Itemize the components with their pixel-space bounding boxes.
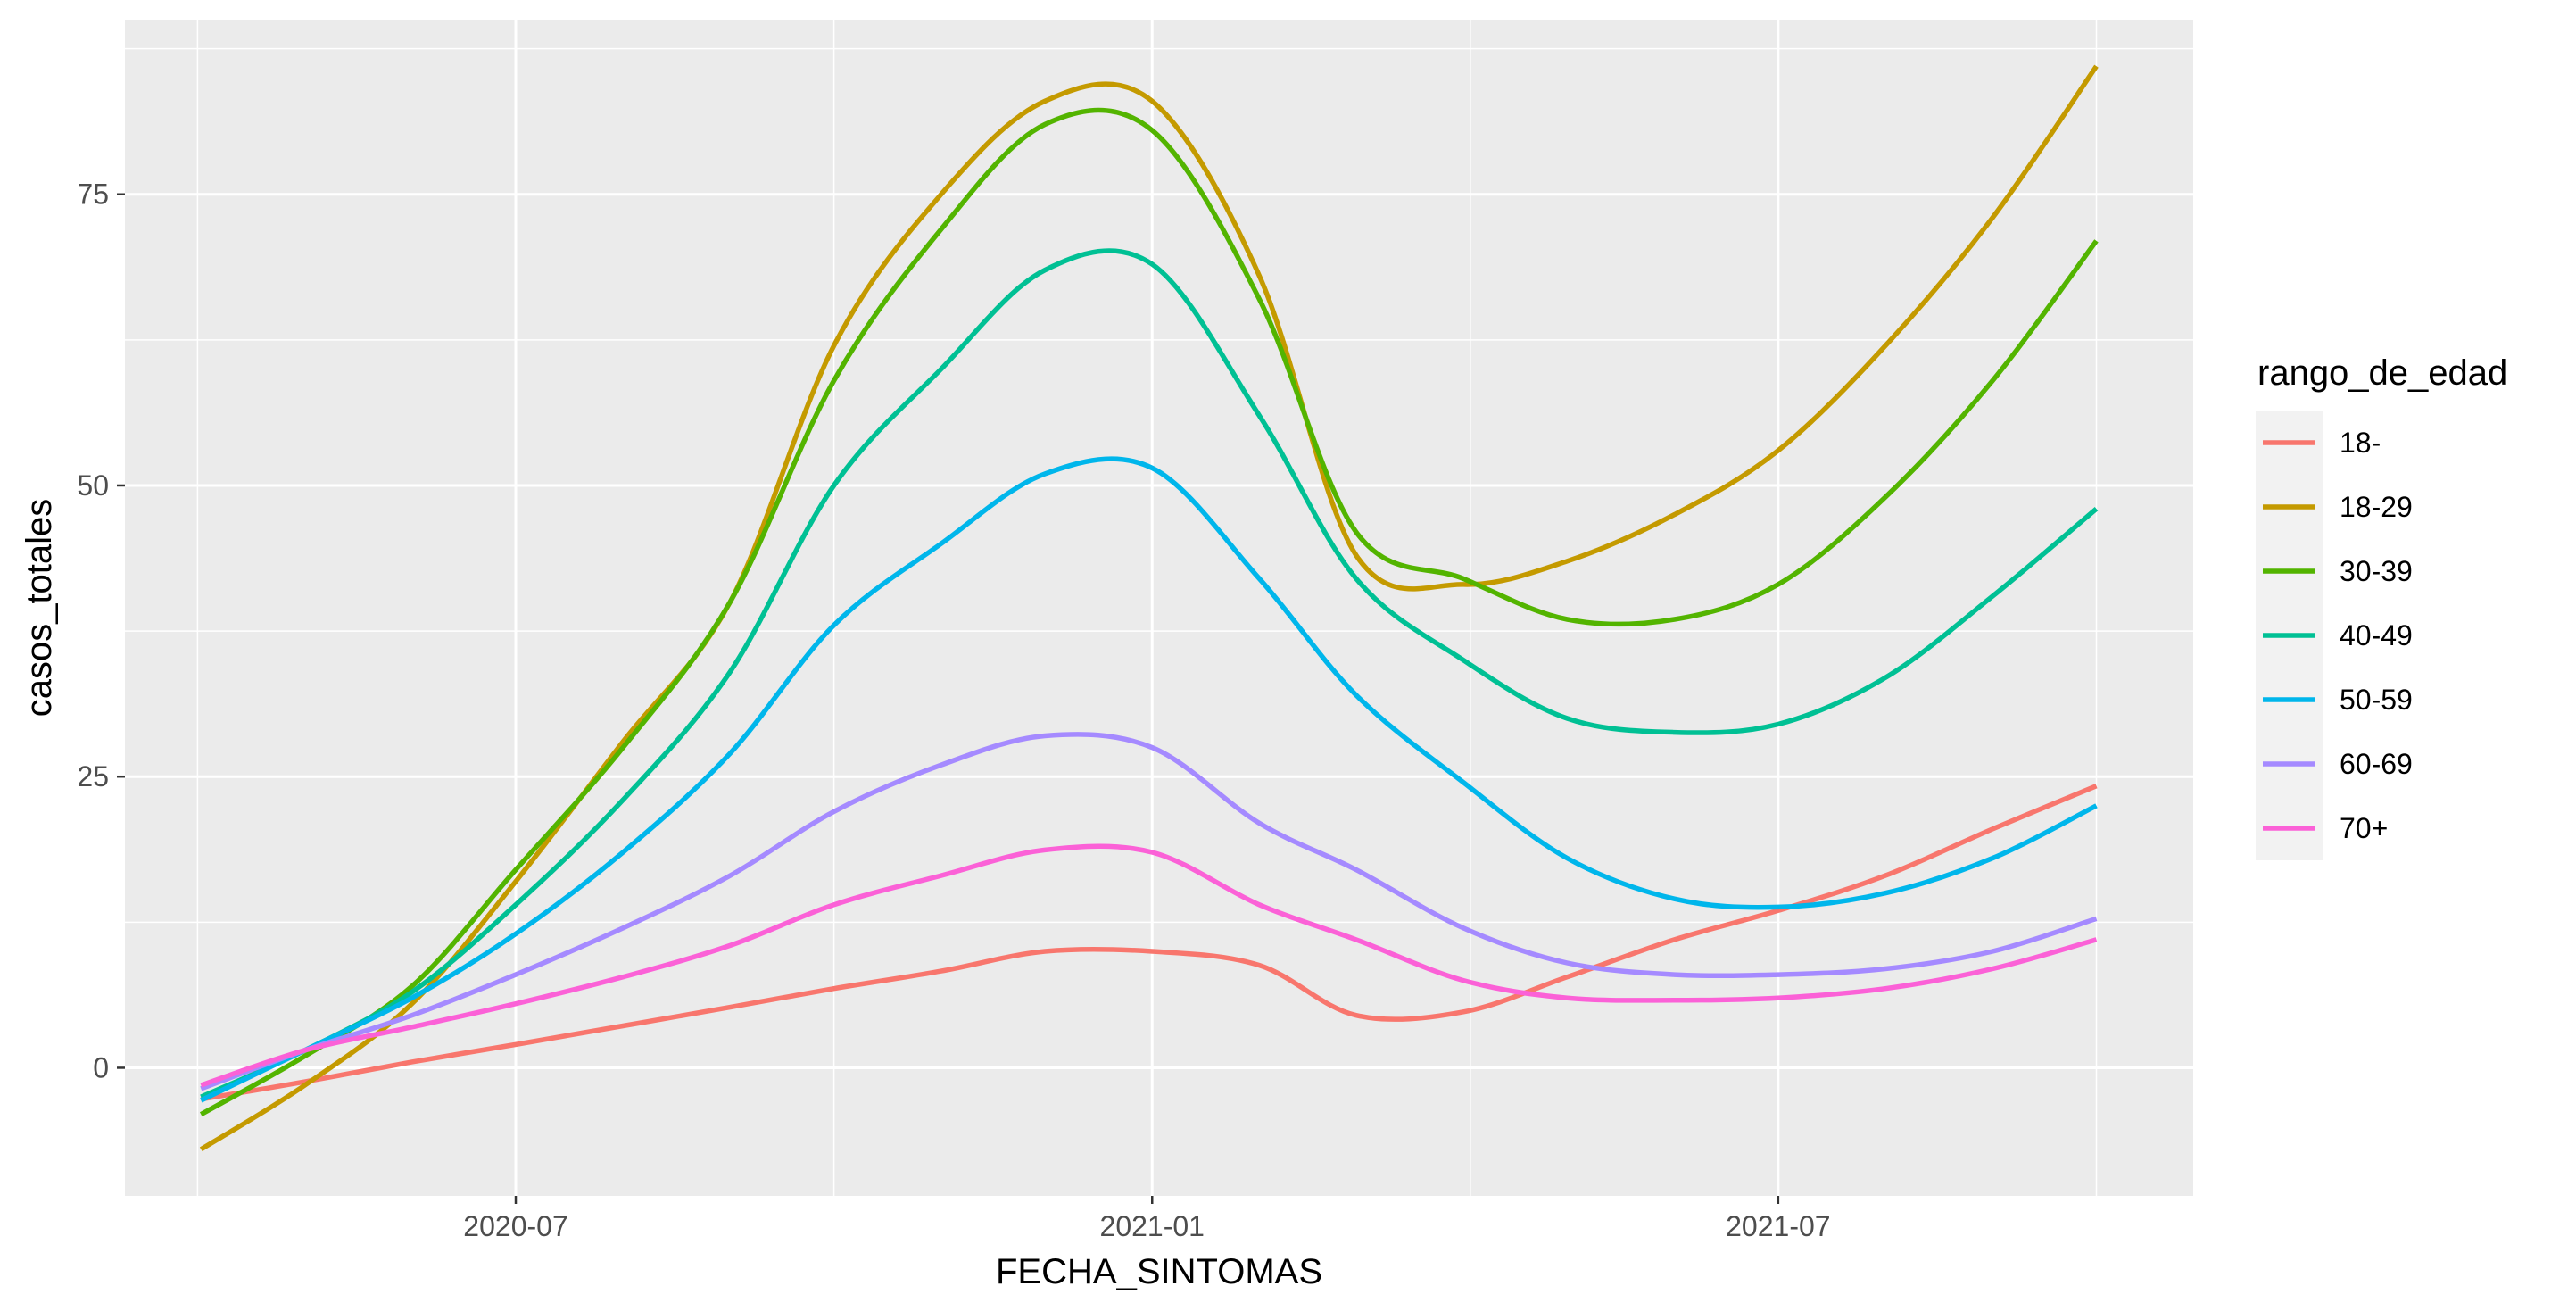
series-line-40-49 xyxy=(200,248,2099,1099)
series-line-70+ xyxy=(200,843,2098,1088)
series-line-60-69 xyxy=(200,732,2098,1091)
series-line-50-59 xyxy=(200,456,2098,1103)
series-lines xyxy=(199,64,2099,1152)
x-axis-title: FECHA_SINTOMAS xyxy=(996,1252,1322,1291)
legend-label: 50-59 xyxy=(2340,684,2413,716)
y-axis-title: casos_totales xyxy=(20,499,59,718)
y-tick-label: 50 xyxy=(77,469,109,502)
y-axis: 0 25 50 75 xyxy=(77,178,125,1083)
legend-label: 40-49 xyxy=(2340,619,2413,651)
y-tick-label: 25 xyxy=(77,760,109,792)
x-tick-label: 2021-07 xyxy=(1726,1210,1830,1242)
grid-major xyxy=(125,20,2193,1196)
legend-label: 18-29 xyxy=(2340,491,2413,523)
y-tick-label: 75 xyxy=(77,178,109,211)
series-line-30-39 xyxy=(199,107,2099,1117)
legend-label: 30-39 xyxy=(2340,555,2413,587)
x-tick-label: 2020-07 xyxy=(463,1210,567,1242)
y-tick-label: 0 xyxy=(93,1051,109,1083)
series-line-18- xyxy=(200,784,2098,1102)
legend: rango_de_edad 18- 18-29 30-39 40-49 50-59 60-… xyxy=(2256,353,2507,860)
legend-label: 60-69 xyxy=(2340,748,2413,780)
legend-title: rango_de_edad xyxy=(2257,353,2507,393)
plot-panel xyxy=(125,20,2193,1196)
x-tick-label: 2021-01 xyxy=(1100,1210,1205,1242)
legend-label: 18- xyxy=(2340,427,2381,459)
series-line-18-29 xyxy=(199,64,2099,1152)
x-axis: 2020-07 2021-01 2021-07 xyxy=(463,1196,1831,1242)
legend-label: 70+ xyxy=(2340,812,2388,844)
